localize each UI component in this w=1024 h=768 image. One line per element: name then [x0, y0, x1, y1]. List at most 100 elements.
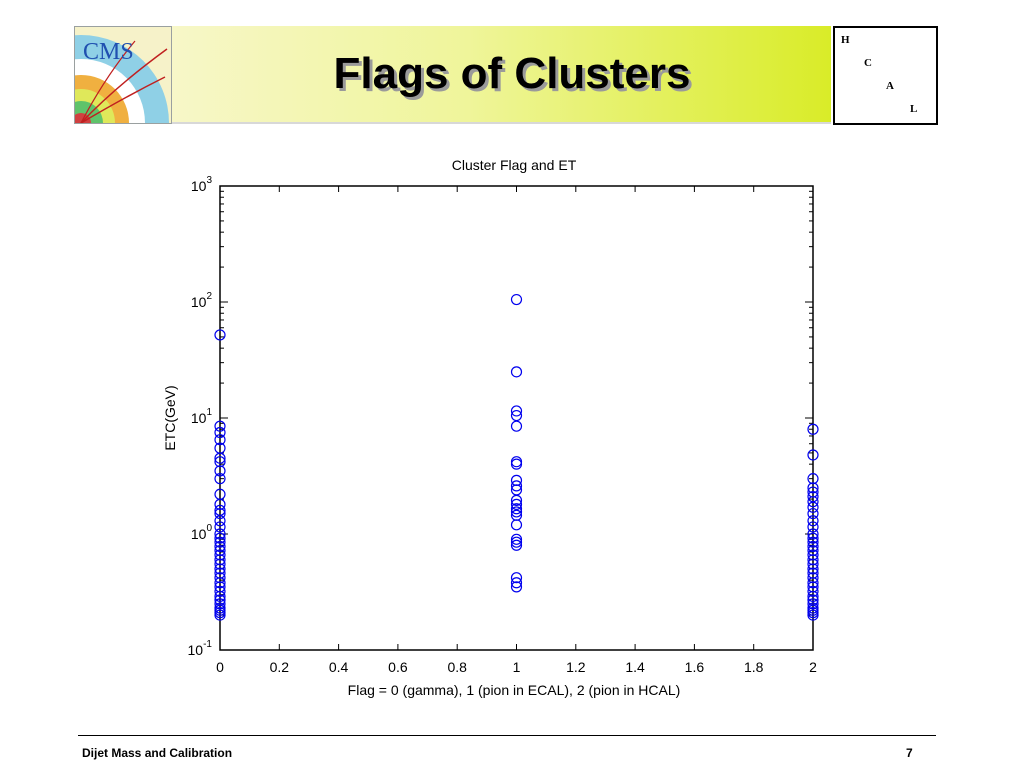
data-point: [510, 581, 523, 593]
data-point: [807, 563, 819, 575]
data-point: [214, 590, 226, 602]
data-point: [214, 563, 226, 575]
y-tick-label: 10-1: [188, 639, 213, 658]
data-point: [214, 544, 226, 557]
cms-logo: CMS: [74, 26, 172, 124]
x-tick-label: 2: [809, 659, 817, 675]
data-point: [214, 572, 226, 584]
data-point: [214, 558, 226, 570]
cms-logo-graphic: CMS: [75, 35, 169, 123]
data-point: [214, 521, 226, 533]
x-tick-label: 1.6: [685, 659, 705, 675]
data-point: [807, 549, 819, 561]
data-point: [510, 405, 523, 417]
hcal-logo: H C A L: [833, 26, 938, 125]
data-point: [510, 572, 523, 584]
data-point: [510, 536, 523, 548]
page-number: 7: [906, 746, 913, 760]
chart-title: Cluster Flag and ET: [452, 157, 577, 173]
axes: 0 0.2 0.4 0.6 0.8 1 1.2 1.4 1.6 1.8 2 10-1 100 101 102…: [188, 175, 818, 675]
data-point: [214, 473, 226, 485]
data-point: [510, 409, 523, 422]
data-point: [807, 507, 819, 520]
data-point: [214, 554, 226, 566]
footer-divider: [78, 735, 936, 736]
y-axis-label: ETC(GeV): [162, 385, 178, 450]
data-point: [510, 498, 523, 510]
data-point: [214, 549, 226, 561]
data-point: [510, 456, 523, 468]
x-tick-label: 0.4: [329, 659, 349, 675]
data-point: [214, 536, 226, 548]
data-point: [510, 519, 523, 531]
data-point: [214, 507, 226, 520]
hcal-letter-c: C: [864, 57, 872, 69]
data-point: [214, 577, 226, 589]
data-point: [807, 423, 819, 435]
data-point: [807, 554, 819, 566]
y-tick-label: 102: [191, 291, 213, 310]
data-point: [510, 366, 523, 378]
data-points: [214, 293, 819, 621]
data-point: [510, 494, 523, 506]
y-tick-label: 101: [191, 407, 213, 426]
data-point: [807, 532, 819, 544]
plot-frame: [219, 185, 814, 651]
data-point: [214, 585, 226, 598]
hcal-letter-l: L: [910, 103, 918, 115]
y-tick-label: 103: [191, 175, 213, 194]
x-tick-label: 1.8: [744, 659, 764, 675]
x-tick-label: 0.6: [388, 659, 408, 675]
data-point: [510, 539, 523, 551]
x-tick-label: 1.2: [566, 659, 586, 675]
data-point: [214, 532, 226, 544]
data-point: [510, 420, 523, 432]
data-point: [807, 590, 819, 602]
data-point: [807, 473, 819, 485]
slide-title: Flags of Clusters: [333, 49, 691, 98]
hcal-letter-a: A: [886, 80, 894, 92]
data-point: [510, 506, 523, 518]
data-point: [807, 577, 819, 589]
data-point: [807, 609, 819, 621]
data-point: [807, 585, 819, 598]
data-point: [807, 449, 819, 461]
data-point: [214, 515, 226, 527]
data-point: [510, 480, 523, 492]
data-point: [214, 434, 226, 446]
data-point: [807, 540, 819, 553]
data-point: [807, 572, 819, 584]
data-point: [807, 528, 819, 540]
data-point: [807, 598, 819, 610]
footer-title: Dijet Mass and Calibration: [82, 746, 233, 760]
data-point: [807, 558, 819, 570]
data-point: [214, 609, 226, 621]
x-tick-label: 0.8: [447, 659, 467, 675]
x-tick-label: 0: [216, 659, 224, 675]
x-axis-label: Flag = 0 (gamma), 1 (pion in ECAL), 2 (p…: [348, 682, 681, 698]
data-point: [807, 544, 819, 557]
data-point: [214, 456, 226, 468]
data-point: [807, 536, 819, 548]
data-point: [807, 501, 819, 513]
data-point: [510, 293, 523, 306]
data-point: [214, 598, 226, 610]
data-point: [510, 458, 523, 470]
data-point: [214, 420, 226, 432]
data-point: [510, 503, 523, 515]
data-point: [807, 515, 819, 527]
x-tick-label: 1.4: [625, 659, 645, 675]
data-point: [214, 465, 226, 477]
data-point: [807, 496, 819, 508]
data-point: [510, 533, 523, 545]
data-point: [807, 521, 819, 533]
data-point: [214, 498, 226, 510]
x-tick-label: 1: [513, 659, 521, 675]
data-point: [807, 491, 819, 503]
cms-logo-text: CMS: [83, 39, 134, 65]
data-point: [214, 540, 226, 553]
hcal-letter-h: H: [841, 34, 850, 46]
title-banner: [172, 26, 831, 124]
data-point: [510, 577, 523, 589]
